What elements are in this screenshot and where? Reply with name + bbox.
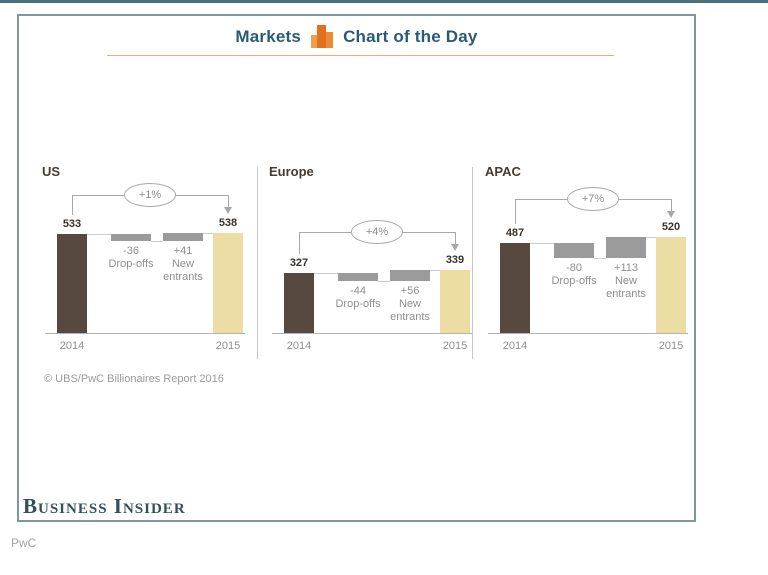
dropoffs-name: Drop-offs [335,297,381,310]
dropoffs-bar [111,234,151,242]
new-entrants-delta: +113 [614,261,638,274]
end-bar [440,270,470,333]
bracket-arrow-stem [671,198,672,212]
dropoffs-delta: -36 [123,245,139,258]
dropoffs-label: -44 Drop-offs [328,285,388,311]
connector-line [594,257,606,259]
end-value-label: 339 [445,254,465,267]
end-bar [656,236,686,333]
new-entrants-name: New entrants [163,258,203,284]
end-value-label: 520 [661,220,681,233]
year-label-end: 2015 [215,340,241,352]
dropoffs-bar [338,272,378,281]
start-value-label: 487 [505,226,525,239]
connector-line [646,236,656,238]
dropoffs-bar [554,242,594,258]
chart-panel-europe: Europe 2014 2015 327 339 -44 Drop-offs +56 New … [262,162,487,380]
x-axis [45,333,245,334]
year-label-start: 2014 [59,340,85,352]
connector-line [87,234,111,236]
connector-line [151,241,163,243]
bracket-arrowhead [667,210,675,218]
markets-label: Markets [235,26,302,46]
chart-panel-us: US 2014 2015 533 538 -36 Drop-offs +41 New entr… [35,162,260,380]
year-label-start: 2014 [502,340,528,352]
new-entrants-delta: +56 [400,284,420,297]
start-value-label: 533 [62,218,82,231]
year-label-end: 2015 [658,340,684,352]
dropoffs-name: Drop-offs [108,258,154,271]
bracket-arrow-stem [228,195,229,209]
connector-line [430,270,440,272]
dropoffs-label: -36 Drop-offs [101,245,161,271]
source-credit: © UBS/PwC Billionaires Report 2016 [44,373,224,385]
chart-panel-apac: APAC 2014 2015 487 520 -80 Drop-offs +113 New e… [478,162,703,380]
connector-line [378,280,390,282]
new-entrants-bar [606,236,646,258]
chart-card: Markets Chart of the Day US 2014 2015 533 5… [17,14,696,522]
dropoffs-delta: -80 [566,261,582,274]
region-title: APAC [485,164,521,179]
year-label-end: 2015 [442,340,468,352]
connector-line [530,242,554,244]
dropoffs-label: -80 Drop-offs [544,262,604,288]
bracket-arrow-stem [455,232,456,246]
dropoffs-name: Drop-offs [551,274,597,287]
region-title: US [42,164,61,179]
new-entrants-label: +41 New entrants [153,245,213,284]
pwc-label: PwC [11,536,37,550]
waterfall-plot: 2014 2015 487 520 -80 Drop-offs +113 New entran… [478,184,703,380]
business-insider-logo: Business Insider [23,494,186,518]
new-entrants-bar [163,233,203,242]
new-entrants-label: +56 New entrants [380,285,440,324]
panel-divider-right [472,167,473,359]
bar-chart-icon [311,25,334,48]
pct-change-badge: +4% [351,220,403,245]
top-divider-rule [0,0,768,3]
bracket-stub [515,198,516,224]
connector-line [203,233,213,235]
start-value-label: 327 [289,256,309,269]
bracket-stub [299,232,300,254]
region-title: Europe [269,164,314,179]
end-bar [213,233,243,333]
pct-change-badge: +7% [567,186,619,211]
start-bar [57,234,87,333]
x-axis [488,333,688,334]
pct-change-badge: +1% [124,183,176,208]
bracket-arrowhead [224,207,232,215]
end-value-label: 538 [218,217,238,230]
new-entrants-name: New entrants [390,297,430,323]
start-bar [284,272,314,333]
new-entrants-label: +113 New entrants [596,262,656,301]
new-entrants-delta: +41 [173,245,193,258]
start-bar [500,242,530,333]
bracket-stub [72,195,73,216]
header-underline [107,55,614,56]
waterfall-plot: 2014 2015 327 339 -44 Drop-offs +56 New entrant… [262,184,487,380]
dropoffs-delta: -44 [350,284,366,297]
new-entrants-bar [390,270,430,281]
connector-line [314,272,338,274]
waterfall-plot: 2014 2015 533 538 -36 Drop-offs +41 New entrant… [35,183,260,380]
card-header: Markets Chart of the Day [19,25,694,48]
year-label-start: 2014 [286,340,312,352]
bracket-arrowhead [451,244,459,252]
panel-divider-left [257,167,258,359]
x-axis [272,333,472,334]
chart-of-the-day-label: Chart of the Day [343,26,478,46]
new-entrants-name: New entrants [606,274,646,300]
